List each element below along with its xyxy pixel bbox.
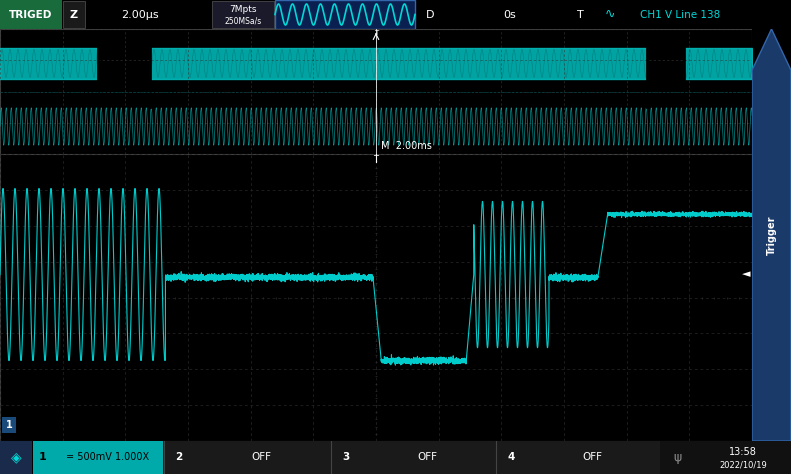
Text: OFF: OFF [582,453,603,463]
Bar [63,1,85,28]
Bar [330,441,495,474]
Text: T: T [577,9,584,19]
Text: M  2.00ms: M 2.00ms [381,141,432,151]
Text: T: T [374,30,378,36]
Text: 0s: 0s [504,9,517,19]
Text: ◄: ◄ [741,270,750,280]
Text: T: T [373,155,379,164]
Text: OFF: OFF [418,453,437,463]
Text: Z: Z [70,9,78,19]
Text: 2.00µs: 2.00µs [121,9,159,19]
Bar [212,1,274,28]
Text: 250MSa/s: 250MSa/s [225,17,262,26]
Bar [163,441,330,474]
Bar [495,441,660,474]
Bar [0,441,32,474]
Polygon shape [752,29,791,441]
Bar [660,441,695,474]
Text: 4: 4 [507,453,514,463]
Text: ∿: ∿ [605,8,615,21]
Text: Trigger: Trigger [766,215,777,255]
Bar [275,0,415,29]
Text: 1: 1 [6,420,13,430]
Text: 2: 2 [175,453,182,463]
Text: 2022/10/19: 2022/10/19 [719,460,767,469]
Bar [0,0,62,29]
Text: 13:58: 13:58 [729,447,757,456]
Text: ψ: ψ [673,451,681,464]
Text: 1: 1 [39,453,47,463]
Text: D: D [426,9,434,19]
Text: ◈: ◈ [11,450,21,465]
Bar [33,441,163,474]
Bar [2,417,16,433]
Text: 7Mpts: 7Mpts [229,5,257,14]
Bar [695,441,791,474]
Text: TRIGED: TRIGED [9,9,53,19]
Text: CH1 V Line 138: CH1 V Line 138 [640,9,720,19]
Text: 3: 3 [342,453,350,463]
Text: = 500mV 1.000X: = 500mV 1.000X [66,453,149,463]
Text: OFF: OFF [252,453,271,463]
